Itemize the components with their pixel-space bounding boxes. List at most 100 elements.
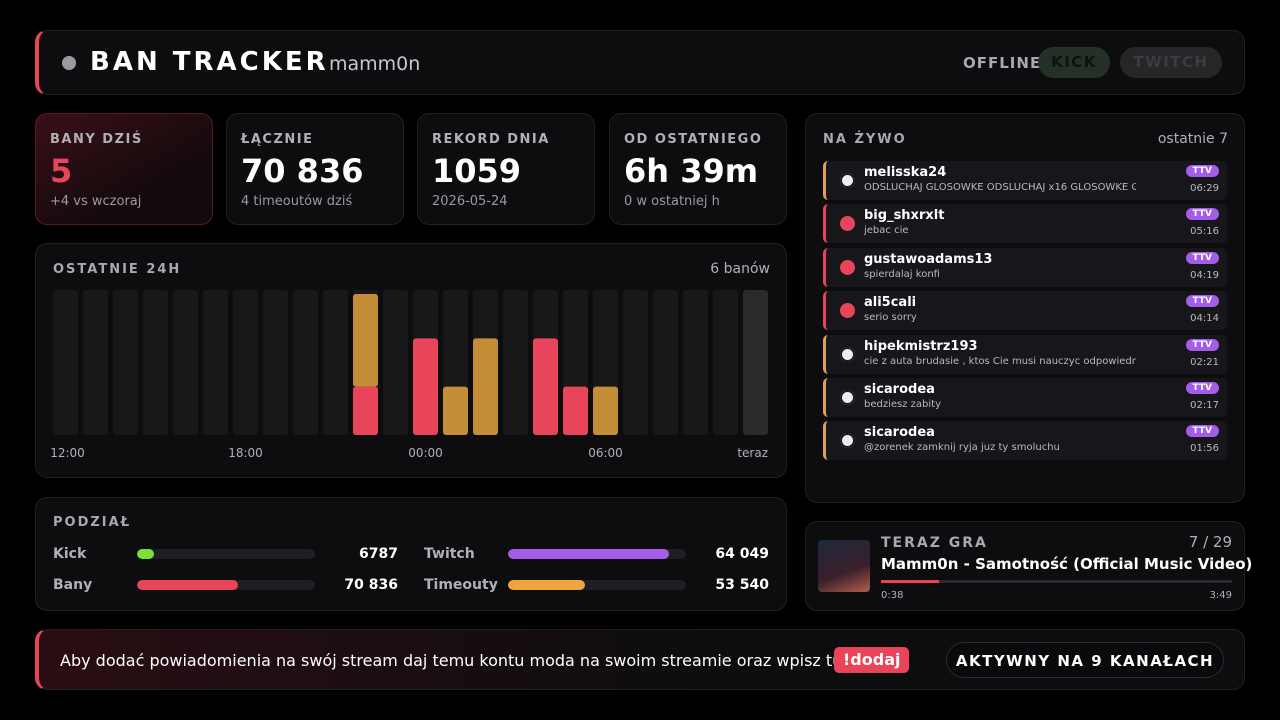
bar-track: [263, 290, 288, 435]
bar-track: [113, 290, 138, 435]
split-label: Twitch: [424, 546, 475, 562]
username: melisska24: [864, 165, 947, 180]
live-item: gustawoadams13 spierdalaj konfi TTV 04:19: [823, 247, 1227, 287]
active-channels[interactable]: AKTYWNY NA 9 KANAŁACH: [946, 642, 1224, 678]
status: OFFLINE: [963, 54, 1042, 72]
message: cie z auta brudasie , ktos Cie musi nauc…: [864, 355, 1136, 367]
split-value: 64 049: [715, 546, 769, 562]
live-item: big_shxrxlt jebac cie TTV 05:16: [823, 204, 1227, 244]
split-track: [508, 549, 686, 559]
bar-track: [293, 290, 318, 435]
bar-track: [323, 290, 348, 435]
bar-track: [383, 290, 408, 435]
username: big_shxrxlt: [864, 208, 945, 224]
command: !dodaj: [834, 647, 910, 673]
badge: TTV: [1185, 425, 1219, 438]
stat-sub: 4 timeoutów dziś: [241, 194, 353, 209]
split-value: 6787: [359, 546, 398, 562]
split-label: Kick: [53, 546, 87, 562]
bar-track: [503, 290, 528, 435]
chart: 12:00 18:00 00:00 06:00 teraz: [50, 290, 768, 460]
bar-track: [713, 290, 738, 435]
bar: [563, 386, 588, 435]
badge: TTV: [1185, 165, 1219, 177]
time: 02:17: [1190, 400, 1219, 411]
duration: 3:49: [1209, 590, 1232, 601]
bar-track: [683, 290, 708, 435]
bar-track: [203, 290, 228, 435]
bar: [353, 294, 378, 387]
message: spierdalaj konfi: [864, 268, 940, 280]
username: sicarodea: [864, 382, 935, 397]
footer-text: Aby dodać powiadomienia na swój stream d…: [60, 651, 843, 670]
status-dot: [62, 56, 76, 70]
badge: TTV: [1185, 382, 1219, 394]
time: 04:14: [1190, 313, 1219, 325]
music-panel: [805, 521, 1245, 611]
split-bar: [508, 580, 585, 590]
time: 01:56: [1190, 443, 1219, 455]
stat-card: BANY DZIŚ 5 +4 vs wczoraj: [35, 113, 213, 225]
username: gustawoadams13: [864, 251, 993, 267]
stat-label: OD OSTATNIEGO: [624, 132, 763, 147]
progress: [881, 580, 940, 583]
time: 05:16: [1190, 226, 1219, 238]
chart-title: OSTATNIE 24H: [53, 262, 182, 277]
split-bar: [508, 549, 669, 559]
ban-icon: [840, 216, 855, 232]
message: ODSLUCHAJ GLOSOWKE ODSLUCHAJ x16 GLOSOWK…: [864, 182, 1136, 193]
bar: [353, 386, 378, 435]
split-track: [137, 580, 315, 590]
split-label: Timeouty: [424, 577, 498, 593]
live-subtitle: ostatnie 7: [1157, 131, 1228, 147]
stat-value: 1059: [432, 152, 522, 190]
twitch-button[interactable]: TWITCH: [1120, 47, 1222, 78]
bar-track: [653, 290, 678, 435]
stat-value: 5: [50, 152, 73, 190]
bar-track: [233, 290, 258, 435]
username: hipekmistrz193: [864, 338, 978, 354]
split-track: [508, 580, 686, 590]
message: bedziesz zabity: [864, 399, 942, 410]
username: ali5cali: [864, 295, 917, 311]
stat-sub: 2026-05-24: [432, 194, 508, 209]
bar-track: [743, 290, 768, 435]
split-title: PODZIAŁ: [53, 515, 132, 530]
stat-card: REKORD DNIA 1059 2026-05-24: [417, 113, 595, 225]
bar-track: [53, 290, 78, 435]
badge: TTV: [1185, 251, 1219, 264]
live-item: sicarodea @zorenek zamknij ryja juz ty sm…: [823, 421, 1227, 461]
progress-track: [881, 580, 1232, 583]
track-name: Mamm0n - Samotność (Official Music Video…: [881, 555, 1253, 573]
split-bar: [137, 580, 239, 590]
timeout-icon: [840, 346, 855, 362]
live-title: NA ŻYWO: [823, 132, 907, 147]
bar: [443, 386, 468, 435]
title: BAN TRACKER: [90, 47, 329, 77]
time: 06:29: [1190, 183, 1219, 194]
live-item: sicarodea bedziesz zabity TTV 02:17: [823, 378, 1227, 417]
stat-sub: 0 w ostatniej h: [624, 194, 720, 209]
badge: TTV: [1185, 338, 1219, 351]
timeout-icon: [840, 390, 855, 405]
split-label: Bany: [53, 577, 93, 593]
stat-label: REKORD DNIA: [432, 132, 550, 147]
x-tick-label: 00:00: [408, 446, 443, 460]
kick-button[interactable]: KICK: [1038, 47, 1110, 78]
bar-track: [83, 290, 108, 435]
x-tick-label: 06:00: [588, 446, 623, 460]
x-tick-label: 18:00: [228, 446, 263, 460]
album-art: [818, 540, 870, 592]
stat-sub: +4 vs wczoraj: [50, 194, 142, 209]
split-track: [137, 549, 315, 559]
stat-value: 70 836: [241, 152, 364, 190]
ban-icon: [840, 259, 855, 275]
stat-label: BANY DZIŚ: [50, 132, 143, 147]
timeout-icon: [840, 433, 855, 449]
ban-icon: [840, 303, 855, 319]
bar-track: [173, 290, 198, 435]
music-title: TERAZ GRA: [881, 535, 988, 551]
stat-label: ŁĄCZNIE: [241, 132, 314, 147]
bar: [473, 338, 498, 435]
